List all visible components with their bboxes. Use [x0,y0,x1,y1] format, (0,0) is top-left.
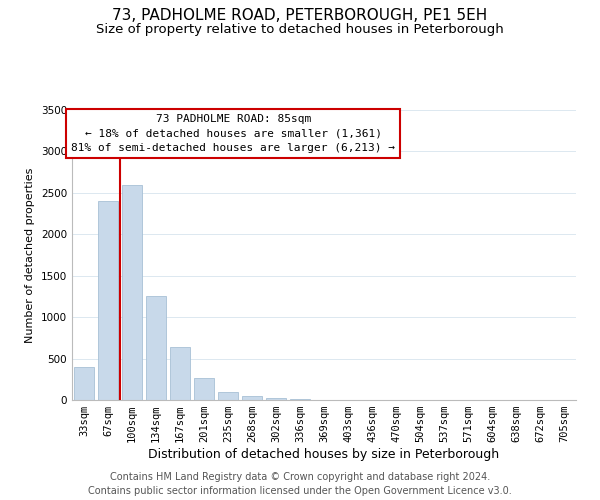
Bar [218,392,238,400]
X-axis label: Distribution of detached houses by size in Peterborough: Distribution of detached houses by size … [148,448,500,461]
Bar [290,399,310,400]
Bar [122,184,142,400]
Bar [266,398,286,400]
Bar [98,201,118,400]
Text: 73, PADHOLME ROAD, PETERBOROUGH, PE1 5EH: 73, PADHOLME ROAD, PETERBOROUGH, PE1 5EH [112,8,488,22]
Text: 73 PADHOLME ROAD: 85sqm
← 18% of detached houses are smaller (1,361)
81% of semi: 73 PADHOLME ROAD: 85sqm ← 18% of detache… [71,114,395,153]
Bar [242,396,262,400]
Bar [194,378,214,400]
Text: Contains HM Land Registry data © Crown copyright and database right 2024.
Contai: Contains HM Land Registry data © Crown c… [88,472,512,496]
Bar [74,367,94,400]
Y-axis label: Number of detached properties: Number of detached properties [25,168,35,342]
Text: Size of property relative to detached houses in Peterborough: Size of property relative to detached ho… [96,22,504,36]
Bar [146,296,166,400]
Bar [170,347,190,400]
